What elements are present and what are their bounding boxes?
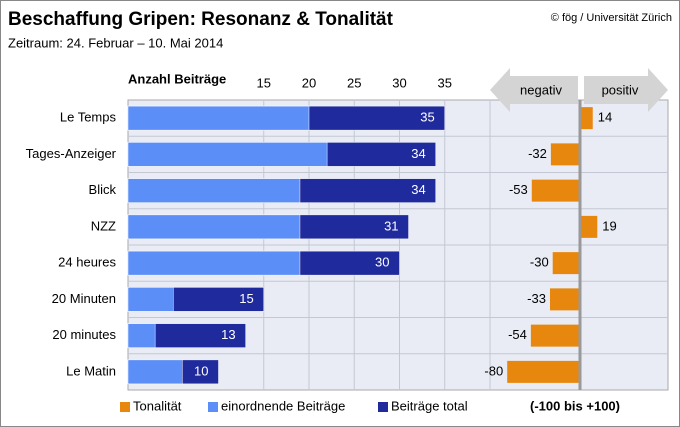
- bar: [127, 178, 301, 203]
- bar: [580, 215, 598, 238]
- bar: [127, 250, 301, 276]
- legend-swatch: [120, 402, 130, 412]
- y-tick-label: Blick: [89, 182, 117, 197]
- value-label: -32: [528, 146, 547, 161]
- x-tick-label: 25: [347, 75, 361, 90]
- value-label: -53: [509, 182, 528, 197]
- value-label: 35: [420, 110, 434, 125]
- y-tick-label: Le Temps: [60, 110, 117, 125]
- value-label: -80: [484, 363, 503, 378]
- arrow-negative: [490, 68, 578, 112]
- legend-swatch: [208, 402, 218, 412]
- x-axis-label: Anzahl Beiträge: [128, 71, 226, 86]
- y-tick-label: 20 Minuten: [52, 291, 116, 306]
- x-tick-label: 15: [257, 75, 271, 90]
- chart-title: Beschaffung Gripen: Resonanz & Tonalität: [8, 9, 394, 30]
- y-tick-label: Tages-Anzeiger: [26, 146, 117, 161]
- bar: [549, 288, 580, 311]
- value-label: -30: [530, 255, 549, 270]
- note: (-100 bis +100): [530, 398, 620, 413]
- legend-label: einordnende Beiträge: [221, 398, 345, 413]
- y-tick-label: 20 minutes: [52, 327, 116, 342]
- bar: [127, 323, 156, 348]
- value-label: 13: [221, 327, 235, 342]
- y-tick-label: Le Matin: [66, 363, 116, 378]
- bar: [127, 105, 310, 131]
- legend-label: Tonalität: [133, 398, 182, 413]
- y-tick-label: NZZ: [91, 218, 116, 233]
- bar: [127, 142, 328, 167]
- value-label: -33: [527, 291, 546, 306]
- y-tick-label: 24 heures: [58, 255, 116, 270]
- bar: [127, 214, 301, 240]
- bar: [127, 287, 174, 312]
- bar: [530, 324, 580, 347]
- chart-subtitle: Zeitraum: 24. Februar – 10. Mai 2014: [8, 35, 223, 50]
- bar: [552, 252, 580, 275]
- legend-label: Beiträge total: [391, 398, 468, 413]
- value-label: 30: [375, 255, 389, 270]
- value-label: -54: [508, 327, 527, 342]
- arrow-positive: [584, 68, 668, 112]
- value-label: 14: [598, 110, 612, 125]
- value-label: 15: [239, 291, 253, 306]
- value-label: 34: [411, 182, 425, 197]
- value-label: 31: [384, 218, 398, 233]
- x-tick-label: 20: [302, 75, 316, 90]
- negative-label: negativ: [520, 82, 562, 97]
- value-label: 34: [411, 146, 425, 161]
- positive-label: positiv: [602, 82, 639, 97]
- value-label: 10: [194, 363, 208, 378]
- bar: [580, 107, 593, 130]
- bar: [531, 179, 580, 202]
- source: © fög / Universität Zürich: [551, 12, 672, 24]
- bar: [550, 143, 580, 166]
- x-tick-label: 30: [392, 75, 406, 90]
- bar: [507, 360, 580, 383]
- value-label: 19: [602, 218, 616, 233]
- x-tick-label: 35: [438, 75, 452, 90]
- bar: [127, 359, 183, 385]
- legend-swatch: [378, 402, 388, 412]
